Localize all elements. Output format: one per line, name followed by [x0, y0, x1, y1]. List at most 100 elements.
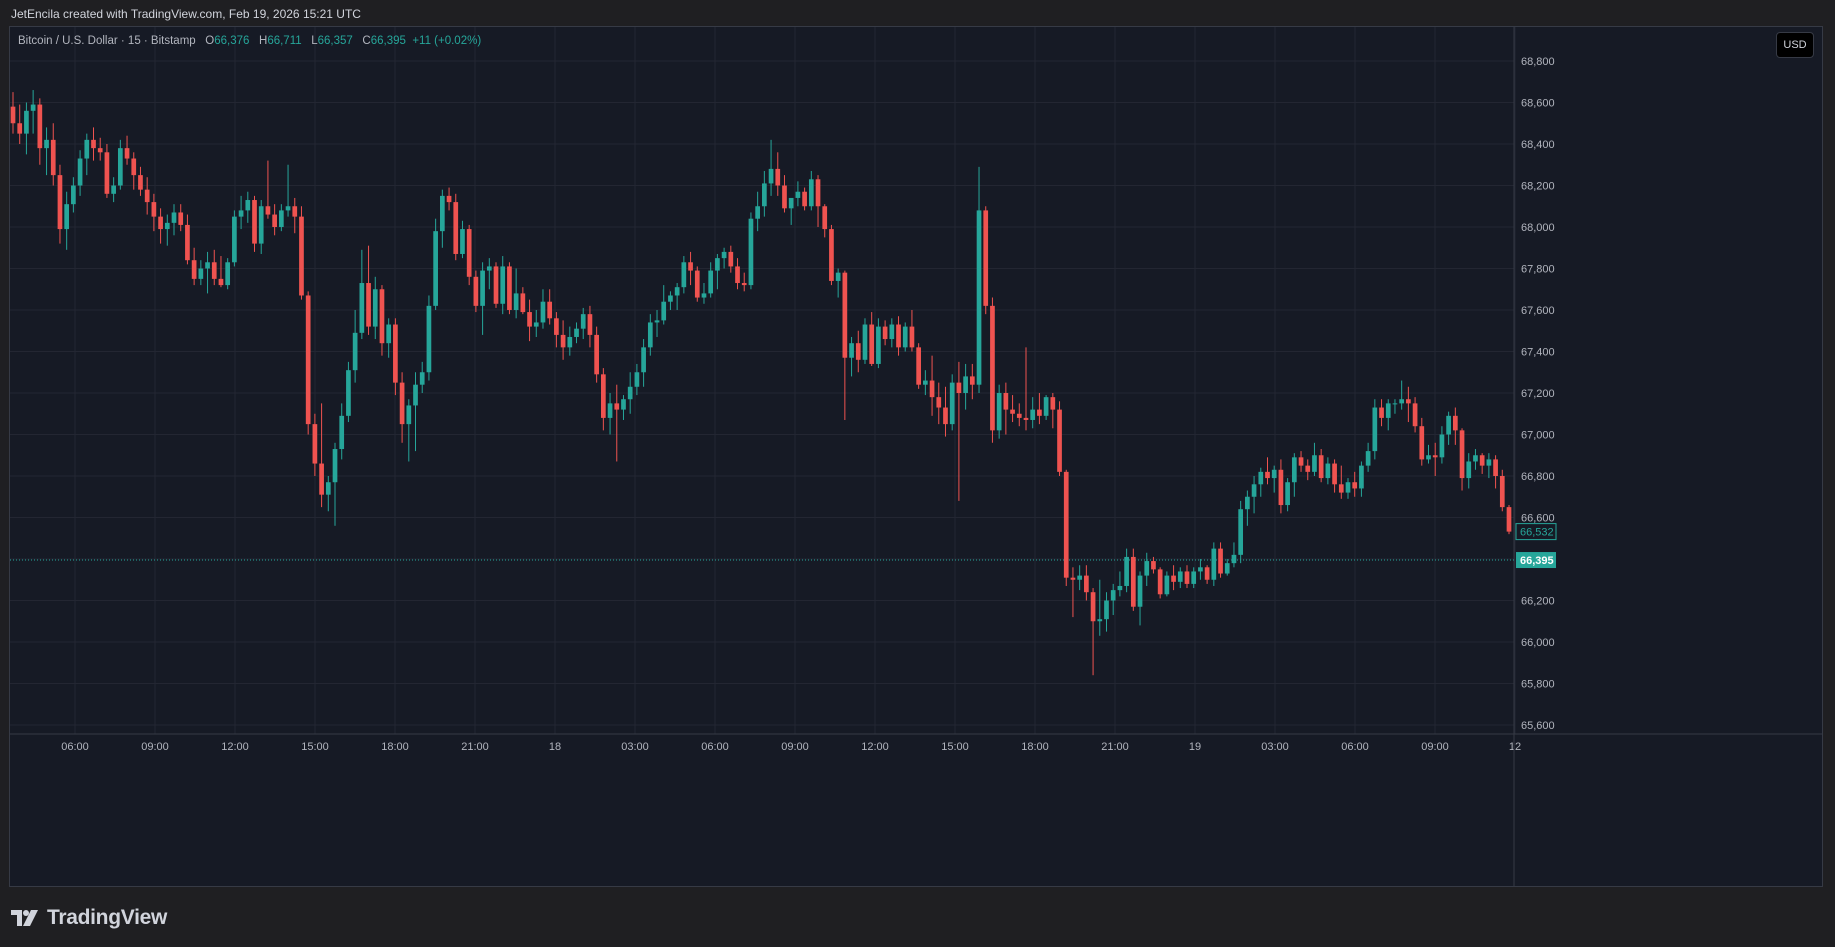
candle-body [218, 278, 224, 286]
candle-body [91, 139, 96, 149]
candle-body [1171, 575, 1176, 582]
candle-body [1016, 413, 1022, 418]
candle-body [1238, 509, 1244, 555]
candle-body [1278, 469, 1284, 506]
price-chart[interactable]: 68,800 68,600 68,400 68,200 68,000 67,800 67,6… [10, 27, 1822, 886]
candle-body [1372, 407, 1378, 452]
candle-body [77, 158, 83, 186]
candle-body [205, 262, 210, 269]
candle-body [1231, 554, 1237, 564]
candle-body [1177, 571, 1183, 582]
candle-body [694, 270, 700, 298]
candle-body [929, 380, 935, 398]
candle-body [10, 106, 16, 124]
candle-body [815, 179, 821, 207]
candle-body [211, 262, 217, 279]
candle-body [1332, 463, 1337, 485]
candle-body [674, 287, 680, 296]
candle-body [936, 397, 942, 408]
candle-body [185, 224, 190, 261]
candle-body [688, 262, 693, 271]
candle-body [661, 301, 667, 321]
candle-body [1305, 465, 1311, 472]
candle-body [292, 206, 298, 217]
candle-body [533, 322, 539, 327]
candle-body [466, 229, 472, 277]
candle-body [802, 191, 807, 207]
candle-body [24, 110, 29, 134]
candle-body [902, 326, 908, 348]
candle-body [97, 148, 103, 153]
candle-body [1003, 393, 1009, 410]
currency-button[interactable]: USD [1776, 32, 1814, 58]
chart-background [10, 27, 1822, 886]
x-tick-label: 18 [549, 741, 561, 753]
candle-body [413, 384, 418, 406]
candle-body [601, 374, 606, 418]
candle-body [1406, 399, 1411, 404]
candle-body [460, 229, 465, 254]
candle-body [1473, 455, 1478, 462]
candle-body [319, 463, 324, 495]
candle-body [439, 195, 445, 232]
candle-body [822, 206, 828, 230]
candle-body [1459, 430, 1465, 479]
candle-body [1439, 434, 1445, 458]
candle-body [151, 202, 157, 217]
candle-body [882, 326, 888, 340]
candle-body [775, 168, 781, 186]
candle-body [1043, 397, 1049, 416]
candle-body [507, 266, 512, 310]
candle-body [614, 403, 620, 410]
candle-body [1412, 403, 1418, 427]
candle-body [1493, 459, 1498, 476]
candle-body [923, 380, 928, 385]
candle-body [359, 283, 365, 333]
candle-body [762, 183, 767, 207]
candle-body [1151, 561, 1156, 570]
symbol-title[interactable]: Bitcoin / U.S. Dollar · 15 · Bitstamp [18, 35, 196, 47]
candle-body [943, 407, 948, 425]
candle-body [111, 185, 116, 194]
candle-body [406, 405, 412, 425]
candle-body [1104, 600, 1109, 620]
candle-body [104, 152, 110, 194]
candle-body [621, 399, 626, 410]
candle-body [741, 283, 747, 286]
candle-body [808, 179, 814, 207]
candle-body [1224, 563, 1230, 574]
chart-panel[interactable]: Bitcoin / U.S. Dollar · 15 · Bitstamp O6… [9, 26, 1823, 887]
candle-body [1211, 548, 1217, 580]
x-tick-label: 06:00 [61, 741, 89, 753]
tradingview-brand[interactable]: TradingView [11, 906, 167, 930]
candle-body [500, 266, 506, 304]
candle-body [1010, 409, 1015, 414]
candle-body [84, 139, 90, 159]
x-tick-label: 12:00 [861, 741, 889, 753]
candle-body [855, 343, 861, 360]
candle-body [735, 266, 740, 284]
candle-body [1291, 457, 1297, 483]
candle-body [1077, 575, 1083, 580]
x-tick-label: 18:00 [1021, 741, 1049, 753]
candle-body [1184, 571, 1190, 584]
y-tick-label: 65,600 [1521, 720, 1555, 732]
x-tick-label: 15:00 [941, 741, 969, 753]
last-price-tag [1516, 552, 1556, 569]
candle-body [889, 324, 895, 340]
candle-body [1204, 567, 1210, 580]
candle-body [1097, 619, 1103, 622]
x-tick-label: 21:00 [1101, 741, 1129, 753]
candle-body [238, 210, 244, 217]
candle-body [305, 295, 311, 425]
candle-body [607, 403, 613, 418]
candle-body [372, 289, 378, 327]
y-tick-label: 66,800 [1521, 471, 1555, 483]
x-tick-label: 12:00 [221, 741, 249, 753]
candle-body [1499, 476, 1505, 508]
candle-body [1191, 571, 1197, 584]
candle-body [225, 262, 231, 286]
tradingview-logo-icon [11, 910, 38, 926]
candle-body [493, 266, 499, 304]
candle-body [547, 301, 553, 319]
